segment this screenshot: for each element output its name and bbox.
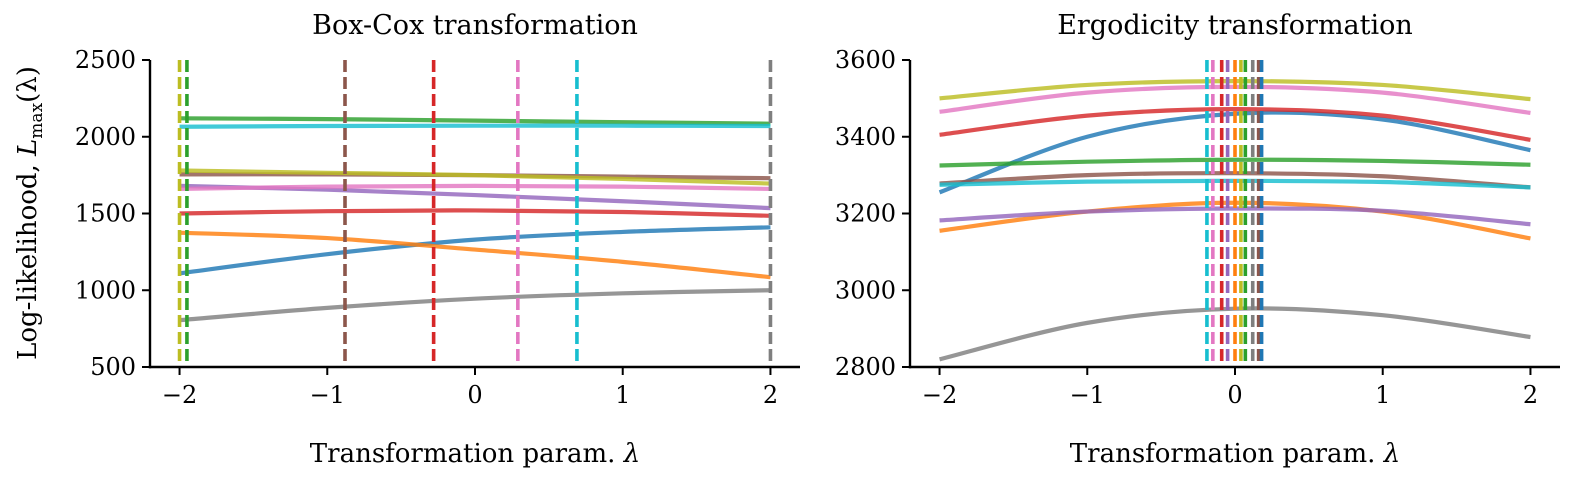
x-axis-label: Transformation param. λ <box>1070 439 1400 469</box>
x-tick-label: 0 <box>467 381 482 409</box>
y-tick-label: 2500 <box>75 46 136 74</box>
y-axis-label-text: Log-likelihood, <box>13 164 43 360</box>
series-line-green <box>179 116 771 126</box>
y-tick-label: 3600 <box>835 46 896 74</box>
x-tick-label: 0 <box>1227 381 1242 409</box>
x-tick-label: 2 <box>1523 381 1538 409</box>
x-axis-label-symbol: λ <box>1383 439 1400 469</box>
x-axis-label-symbol: λ <box>623 439 640 469</box>
x-axis-label: Transformation param. λ <box>310 439 640 469</box>
y-tick-label: 3400 <box>835 123 896 151</box>
x-tick-label: 2 <box>763 381 778 409</box>
y-tick-label: 2800 <box>835 353 896 381</box>
series-line-pink <box>179 183 771 192</box>
y-tick-label: 500 <box>90 353 136 381</box>
ergodicity-panel: Ergodicity transformation −2 −1 0 1 2 2800 3000… <box>835 10 1560 469</box>
series-line-cyan <box>179 123 771 129</box>
x-tick-label: 1 <box>615 381 630 409</box>
x-tick-label: −1 <box>310 381 345 409</box>
series-line-olive <box>179 168 771 186</box>
y-tick-label: 2000 <box>75 123 136 151</box>
x-axis-label-text: Transformation param. <box>1070 439 1384 469</box>
x-tick-label: −2 <box>162 381 197 409</box>
series-line-gray <box>179 288 771 323</box>
y-axis-label: Log-likelihood, Lmax(λ) <box>13 66 47 360</box>
y-tick-label: 3200 <box>835 200 896 228</box>
panel-title: Ergodicity transformation <box>1057 10 1413 41</box>
series-line-red <box>939 107 1531 142</box>
series-line-orange <box>179 230 771 280</box>
y-axis-label-symbol: L <box>13 139 43 157</box>
x-tick-label: −1 <box>1070 381 1105 409</box>
y-tick-label: 1500 <box>75 200 136 228</box>
series-line-purple <box>939 206 1531 227</box>
x-tick-label: 1 <box>1375 381 1390 409</box>
y-axis-label-subscript: max <box>27 102 47 138</box>
y-tick-label: 1000 <box>75 276 136 304</box>
x-axis-label-text: Transformation param. <box>310 439 624 469</box>
series-line-green <box>939 157 1531 168</box>
panel-title: Box-Cox transformation <box>312 10 638 41</box>
series-line-red <box>179 208 771 218</box>
x-tick-label: −2 <box>922 381 957 409</box>
y-axis-label-arg: (λ) <box>13 66 43 103</box>
series-line-blue <box>179 225 771 276</box>
y-tick-label: 3000 <box>835 276 896 304</box>
box-cox-panel: Box-Cox transformation−2 −1 0 1 250010001500… <box>75 10 800 469</box>
